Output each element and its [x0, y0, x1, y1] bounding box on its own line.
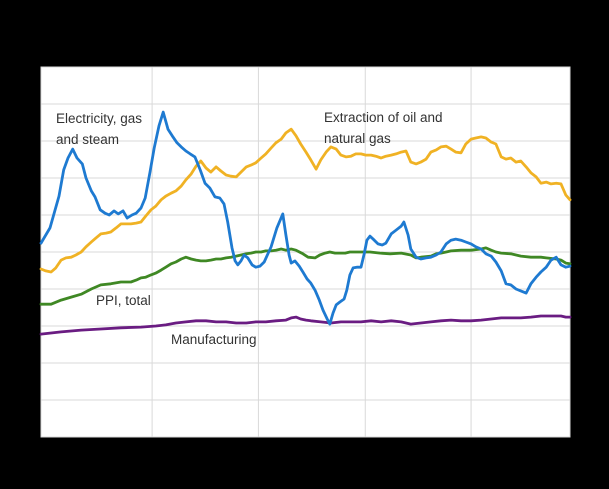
series-label-electricity-gas-steam: Electricity, gas and steam: [56, 111, 143, 147]
series-line-manufacturing: [39, 314, 572, 336]
gridlines: [41, 67, 570, 437]
series-label-manufacturing: Manufacturing: [171, 332, 257, 347]
series-label-extraction-oil-gas: Extraction of oil and natural gas: [324, 110, 443, 146]
series-line-extraction-oil-gas: [39, 127, 572, 274]
series-label-ppi-total: PPI, total: [96, 293, 151, 308]
series-line-electricity-gas-steam: [39, 110, 572, 326]
